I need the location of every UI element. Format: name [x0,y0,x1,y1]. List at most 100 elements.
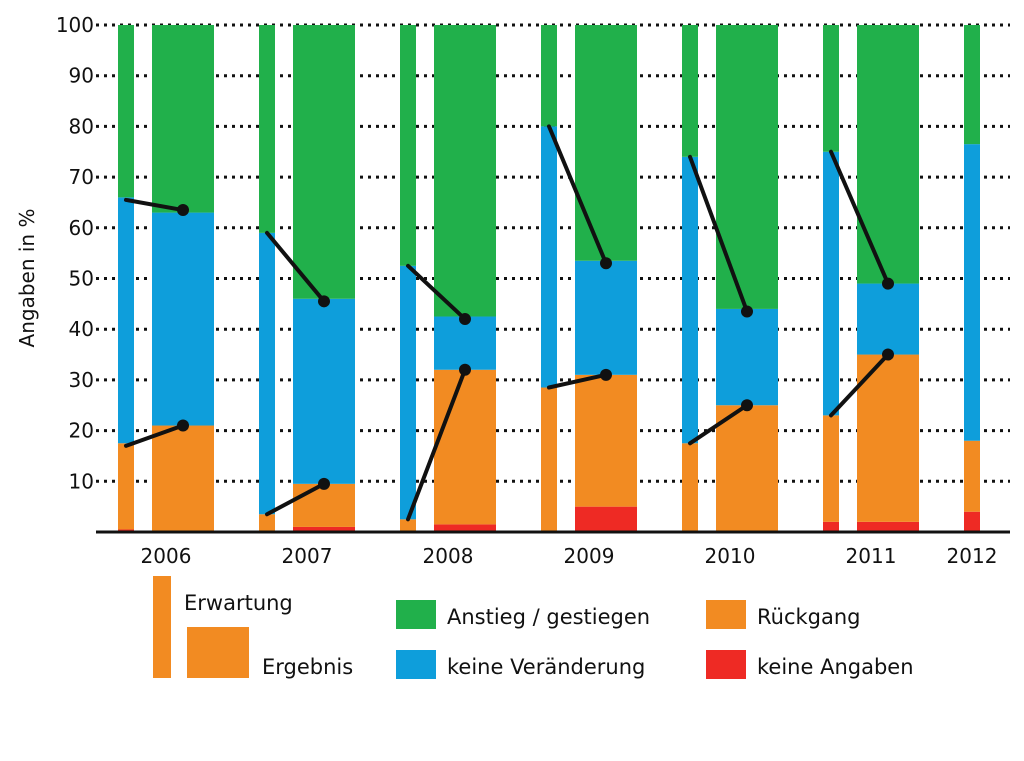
bar-ergebnis [575,374,637,507]
bar-erwartung [118,25,134,198]
legend-swatch-erwartung [153,576,171,678]
connector-line [688,154,749,314]
bar-ergebnis [293,298,355,484]
y-tick-label: 40 [69,317,94,341]
bar-ergebnis [152,425,214,532]
bar-erwartung [823,25,839,152]
y-tick-label: 20 [69,419,94,443]
legend-label-erwartung: Erwartung [184,591,293,615]
bar-ergebnis [857,521,919,532]
bar-ergebnis [857,283,919,355]
connector-lines [124,124,894,522]
x-tick-label: 2006 [141,544,192,568]
y-tick-label: 60 [69,216,94,240]
bar-ergebnis [293,25,355,299]
legend-swatch-anstieg [396,600,436,629]
y-tick-label: 10 [69,469,94,493]
bar-ergebnis [857,354,919,522]
y-tick-labels: 10 20 30 40 50 60 70 80 90 100 [56,13,94,493]
y-tick-label: 80 [69,114,94,138]
bar-erwartung [682,156,698,444]
bar-erwartung [823,415,839,522]
bar-ergebnis [434,524,496,532]
y-tick-label: 100 [56,13,94,37]
connector-dot [459,313,471,326]
bar-ergebnis [857,25,919,284]
connector-dot [318,477,330,490]
bar-ergebnis [716,308,778,406]
y-tick-label: 50 [69,267,94,291]
bar-ergebnis [575,25,637,261]
x-tick-label: 2008 [423,544,474,568]
connector-line [547,124,608,266]
connector-dot [459,363,471,376]
legend: Erwartung Ergebnis Anstieg / gestiegen k… [153,576,914,679]
connector-line [265,230,326,304]
legend-label-ergebnis: Ergebnis [262,655,353,679]
connector-line [829,149,890,286]
x-tick-label: 2010 [705,544,756,568]
x-tick-label: 2012 [947,544,998,568]
connector-dot [177,204,189,217]
x-tick-label: 2011 [846,544,897,568]
connector-dot [318,295,330,308]
x-tick-labels: 2006 2007 2008 2009 2010 2011 2012 [141,544,998,568]
bar-ergebnis [293,526,355,532]
bar-erwartung [964,25,980,145]
y-tick-label: 70 [69,165,94,189]
legend-swatch-keine-angaben [706,650,746,679]
bars [118,25,980,532]
y-tick-label: 90 [69,64,94,88]
bar-erwartung [964,440,980,512]
connector-line [829,352,890,418]
y-tick-label: 30 [69,368,94,392]
bar-erwartung [823,521,839,532]
connector-dot [741,399,753,412]
connector-dot [741,305,753,318]
legend-swatch-veraenderung [396,650,436,679]
bar-erwartung [400,265,416,520]
legend-label-rueckgang: Rückgang [757,605,861,629]
connector-dot [177,419,189,432]
bar-erwartung [259,232,275,515]
bar-ergebnis [575,506,637,532]
bar-erwartung [118,443,134,530]
bar-ergebnis [434,316,496,370]
legend-swatch-rueckgang [706,600,746,629]
bar-erwartung [964,511,980,532]
bar-erwartung [541,25,557,127]
bar-ergebnis [716,405,778,532]
bar-ergebnis [575,260,637,375]
connector-line [688,403,749,446]
bar-ergebnis [434,25,496,317]
bar-erwartung [682,443,698,532]
connector-line [265,481,326,517]
bar-erwartung [259,514,275,532]
x-tick-label: 2007 [282,544,333,568]
bar-ergebnis [293,483,355,527]
connector-dot [600,368,612,381]
bar-erwartung [259,25,275,233]
legend-label-keine-angaben: keine Angaben [757,655,914,679]
bar-erwartung [541,387,557,532]
connector-line [547,372,608,390]
legend-swatch-ergebnis [187,627,249,678]
connector-line [124,197,185,213]
x-tick-label: 2009 [564,544,615,568]
connector-dot [600,257,612,270]
bar-erwartung [118,197,134,444]
bar-erwartung [400,25,416,266]
legend-label-anstieg: Anstieg / gestiegen [447,605,650,629]
bar-ergebnis [716,25,778,309]
connector-dot [882,277,894,290]
bar-erwartung [682,25,698,157]
bar-erwartung [823,151,839,416]
bar-erwartung [400,519,416,532]
connector-line [406,263,467,322]
bar-ergebnis [434,369,496,525]
y-axis-title: Angaben in % [15,209,39,348]
bar-ergebnis [152,25,214,213]
bar-erwartung [964,144,980,441]
connector-line [406,367,467,522]
